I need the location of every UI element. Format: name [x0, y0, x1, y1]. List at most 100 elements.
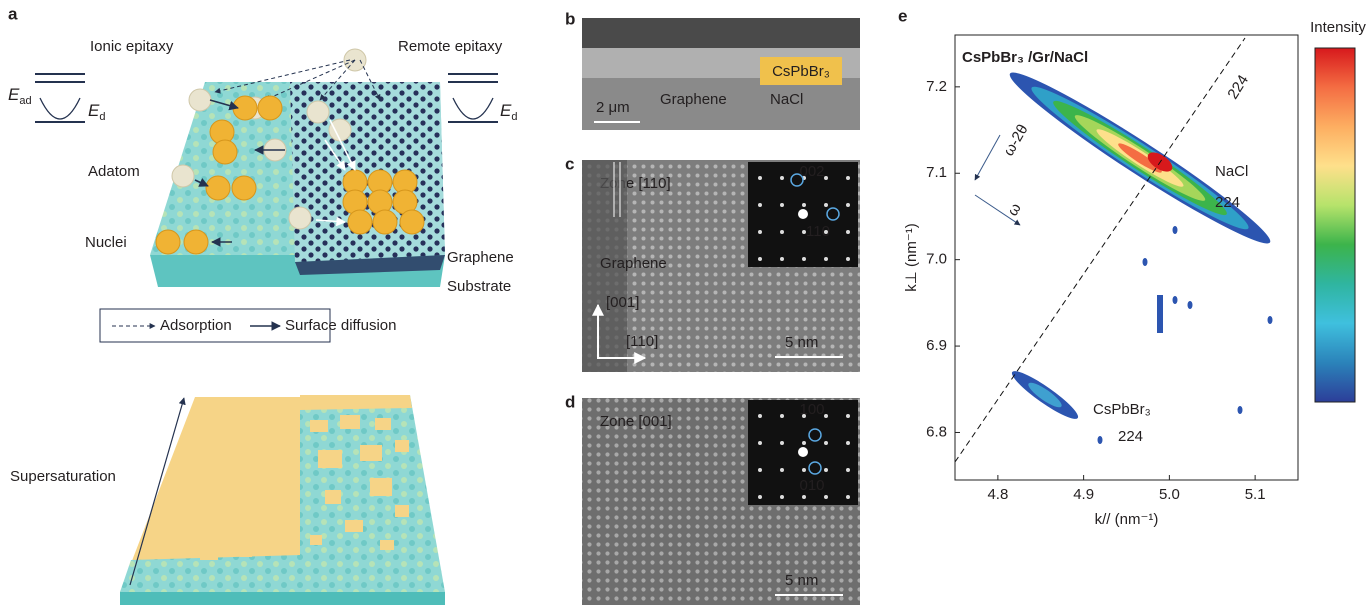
nucleus-atom [156, 230, 180, 254]
guide-line [955, 38, 1245, 462]
material-label: CsPbBr₃ [772, 63, 830, 80]
island [360, 445, 382, 461]
x-axis-label: k// (nm⁻¹) [1095, 511, 1159, 528]
island [310, 420, 328, 432]
fft-spot [846, 414, 850, 418]
legend-text: Adsorption [160, 317, 232, 334]
panel-label: b [565, 9, 575, 28]
panel-label: e [898, 6, 907, 25]
fft-spot [846, 203, 850, 207]
panel-label: c [565, 154, 574, 173]
adatom [289, 207, 311, 229]
nucleus-atom [232, 176, 256, 200]
fft-spot [780, 176, 784, 180]
callout: Nuclei [85, 234, 127, 251]
fft-spot [824, 468, 828, 472]
fft-spot [846, 257, 850, 261]
figure: aIonic epitaxyRemote epitaxyEadEdEadEdAd… [0, 0, 1368, 605]
fft-spot [758, 203, 762, 207]
fft-spot [824, 203, 828, 207]
spot-label: 002 [799, 163, 824, 180]
island [370, 478, 392, 496]
fft-spot [780, 257, 784, 261]
symbol: E [500, 101, 512, 120]
region-label: Graphene [660, 91, 727, 108]
intensity-speck [1098, 436, 1103, 444]
fft-spot [758, 230, 762, 234]
fft-spot [780, 441, 784, 445]
nucleus-atom [213, 140, 237, 164]
scale-label: 5 nm [785, 334, 818, 351]
callout: Adatom [88, 163, 140, 180]
fft-spot [824, 414, 828, 418]
intensity-speck [1173, 296, 1178, 304]
x-tick-label: 4.8 [987, 486, 1008, 503]
fft-spot [758, 414, 762, 418]
island [375, 418, 391, 430]
intensity-contour [1026, 379, 1065, 411]
subscript: ad [19, 95, 31, 107]
island [200, 552, 218, 560]
direction-label: [110] [626, 333, 658, 350]
fft-spot [824, 441, 828, 445]
fft-spot [846, 441, 850, 445]
spot-label: 110 [806, 223, 830, 240]
fft-spot [758, 495, 762, 499]
fft-center [798, 209, 808, 219]
annotation: CsPbBr₃ [1093, 401, 1151, 418]
nucleus-atom [184, 230, 208, 254]
spot-label: 100 [799, 401, 824, 418]
nucleus-atom [400, 210, 424, 234]
intensity-speck [1173, 226, 1178, 234]
energy-label: Ead [8, 85, 32, 106]
island [345, 520, 363, 532]
fft-spot [824, 176, 828, 180]
scale-label: 5 nm [785, 572, 818, 589]
page: {"panels": { "a": {"label": "a", "ionic"… [0, 0, 1368, 605]
subscript: d [511, 111, 517, 123]
fft-spot [780, 414, 784, 418]
adatom [329, 119, 351, 141]
region-label: Graphene [600, 255, 667, 272]
fft-spot [802, 468, 806, 472]
block-front [120, 592, 445, 605]
chart-title: CsPbBr₃ /Gr/NaCl [962, 49, 1088, 66]
direction-label: [001] [606, 294, 639, 311]
island [395, 440, 409, 452]
region-label: NaCl [770, 91, 803, 108]
adatom [189, 89, 211, 111]
callout: Graphene [447, 249, 514, 266]
panel-label: a [8, 4, 18, 23]
nucleus-atom [373, 210, 397, 234]
heading: Ionic epitaxy [90, 38, 174, 55]
island [380, 540, 394, 550]
y-tick-label: 6.8 [926, 423, 947, 440]
fft-spot [758, 257, 762, 261]
fft-spot [758, 468, 762, 472]
symbol: E [8, 85, 20, 104]
annotation: 224 [1215, 194, 1240, 211]
energy-label: Ed [500, 101, 517, 122]
fft-spot [802, 203, 806, 207]
sem-top [582, 18, 860, 50]
fft-spot [780, 495, 784, 499]
fft-spot [802, 441, 806, 445]
annotation: 224 [1224, 72, 1252, 102]
fft-spot [780, 203, 784, 207]
body: aIonic epitaxyRemote epitaxyEadEdEadEdAd… [0, 0, 1368, 605]
y-tick-label: 7.0 [926, 251, 947, 268]
nucleus-atom [258, 96, 282, 120]
fft-spot [846, 176, 850, 180]
block-left-base [120, 555, 300, 592]
y-tick-label: 6.9 [926, 337, 947, 354]
island [310, 535, 322, 545]
adatom [172, 165, 194, 187]
energy-well [40, 98, 80, 119]
y-tick-label: 7.2 [926, 78, 947, 95]
y-axis-label: k⊥ (nm⁻¹) [903, 223, 920, 291]
island [318, 450, 342, 468]
colorbar-label: Intensity [1310, 19, 1366, 36]
scale-label: 2 μm [596, 99, 630, 116]
symbol: E [88, 101, 100, 120]
axis-text: Supersaturation [10, 468, 116, 485]
